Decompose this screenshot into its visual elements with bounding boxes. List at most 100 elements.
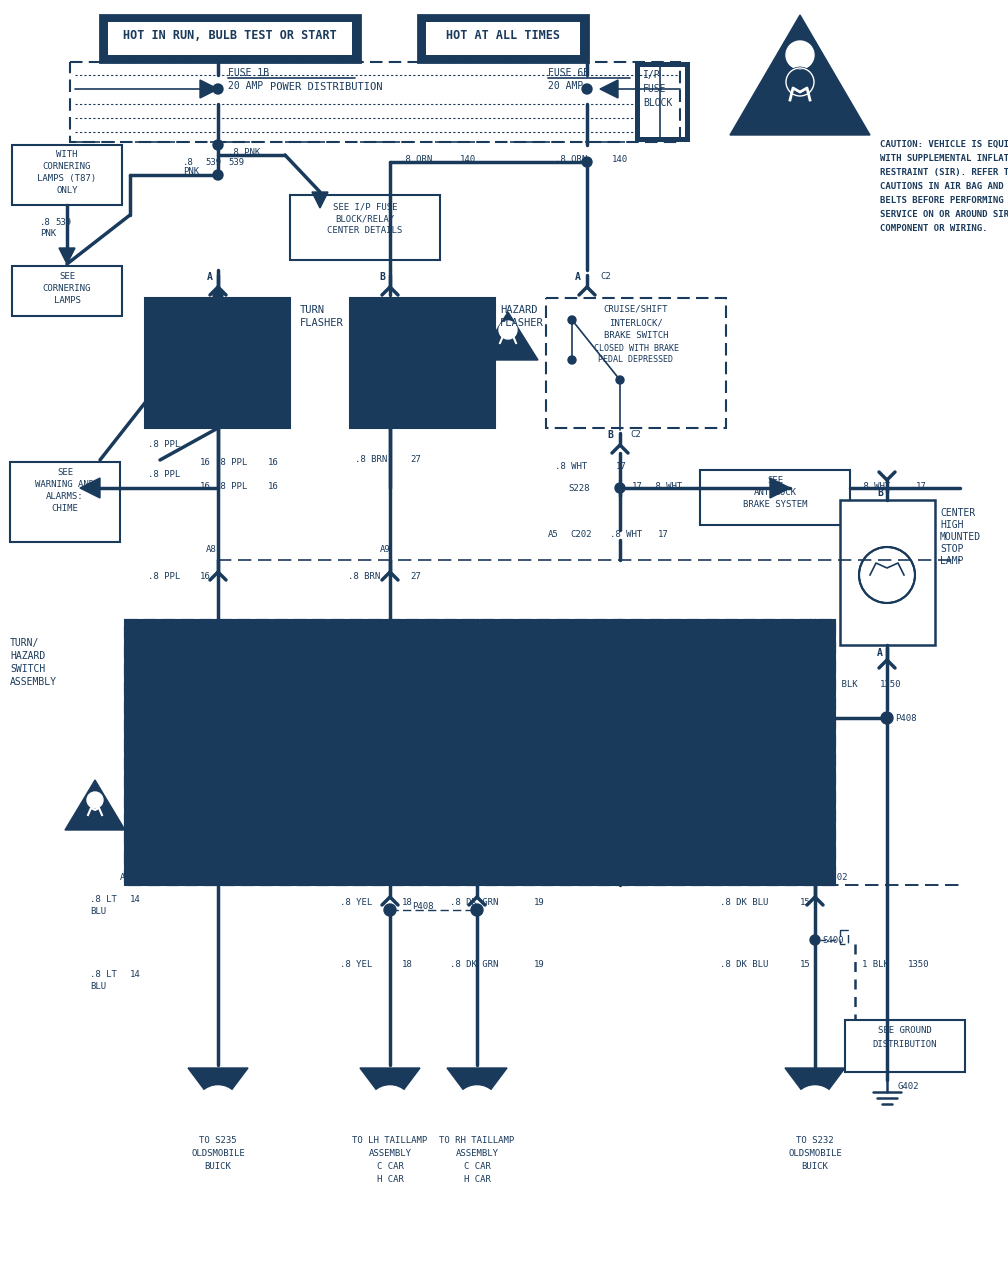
Text: H CAR: H CAR	[377, 1176, 403, 1185]
Circle shape	[417, 346, 423, 353]
Circle shape	[811, 651, 818, 659]
Text: BUICK: BUICK	[801, 1161, 829, 1170]
Text: P408: P408	[412, 903, 433, 912]
Text: 15: 15	[800, 897, 810, 906]
Text: 18: 18	[402, 897, 412, 906]
Text: OLDSMOBILE: OLDSMOBILE	[788, 1149, 842, 1158]
Text: 16: 16	[200, 482, 211, 491]
Text: A8: A8	[206, 545, 217, 554]
Text: TO LH TAILLAMP: TO LH TAILLAMP	[353, 1136, 427, 1145]
Circle shape	[811, 651, 818, 659]
Circle shape	[368, 1086, 412, 1129]
Text: BLOCK: BLOCK	[643, 97, 672, 108]
Bar	[840, 500, 935, 645]
Text: 539: 539	[228, 158, 244, 167]
Text: SEE GROUND: SEE GROUND	[878, 1026, 931, 1035]
Polygon shape	[600, 79, 618, 97]
Bar	[845, 1020, 965, 1072]
Text: A11: A11	[120, 873, 136, 882]
Polygon shape	[540, 835, 552, 846]
Text: TO S232: TO S232	[796, 1136, 834, 1145]
Bar	[100, 15, 360, 62]
Bar	[125, 620, 835, 885]
Bar	[145, 297, 290, 428]
Text: .8 DK BLU: .8 DK BLU	[720, 897, 768, 906]
Circle shape	[221, 368, 227, 374]
Circle shape	[214, 796, 222, 804]
Circle shape	[213, 140, 223, 150]
Text: 16: 16	[268, 482, 279, 491]
Circle shape	[499, 320, 517, 338]
Text: B: B	[607, 429, 613, 440]
Text: 17: 17	[616, 462, 627, 470]
Text: C2: C2	[630, 429, 641, 438]
Circle shape	[616, 376, 624, 385]
Circle shape	[616, 796, 624, 804]
Text: D: D	[212, 1100, 225, 1120]
Circle shape	[473, 796, 481, 804]
Circle shape	[386, 651, 394, 659]
Circle shape	[214, 756, 222, 764]
Text: 16: 16	[268, 458, 279, 467]
Text: TURN: TURN	[512, 829, 533, 838]
Circle shape	[471, 904, 483, 917]
Text: B: B	[877, 488, 883, 497]
Text: FLASHER: FLASHER	[300, 318, 344, 328]
Text: .35 BLK: .35 BLK	[820, 679, 858, 688]
Text: 15: 15	[800, 960, 810, 969]
Circle shape	[455, 1086, 499, 1129]
Bar	[145, 297, 290, 428]
Polygon shape	[188, 1068, 248, 1108]
Circle shape	[615, 483, 625, 494]
Circle shape	[417, 365, 423, 372]
Text: A6: A6	[468, 873, 479, 882]
Text: .8 PPL: .8 PPL	[215, 482, 247, 491]
Circle shape	[384, 904, 396, 917]
Bar	[546, 297, 726, 428]
Text: MOUNTED: MOUNTED	[940, 532, 981, 542]
Bar	[70, 62, 680, 142]
Circle shape	[811, 706, 818, 714]
Text: C202: C202	[826, 873, 848, 882]
Text: .8 BRN: .8 BRN	[355, 455, 387, 464]
Text: ALARMS:: ALARMS:	[46, 492, 84, 501]
Circle shape	[793, 1086, 837, 1129]
Text: .8 LT: .8 LT	[90, 895, 117, 904]
Text: .8 BRN: .8 BRN	[348, 572, 380, 581]
Text: .8 WHT: .8 WHT	[650, 482, 682, 491]
Circle shape	[386, 756, 394, 764]
Text: SEE I/P FUSE: SEE I/P FUSE	[333, 203, 397, 212]
Text: BLOCK/RELAY: BLOCK/RELAY	[336, 214, 394, 223]
Bar	[10, 462, 120, 542]
Circle shape	[213, 365, 219, 372]
Text: .8 WHT: .8 WHT	[610, 529, 642, 538]
Text: .8 YEL: .8 YEL	[340, 960, 372, 969]
Circle shape	[616, 651, 624, 659]
Bar	[418, 15, 588, 62]
Text: TURN: TURN	[258, 829, 279, 838]
Text: BUICK: BUICK	[205, 1161, 232, 1170]
Text: .8 LT: .8 LT	[90, 970, 117, 979]
Text: RESTRAINT (SIR). REFER TO: RESTRAINT (SIR). REFER TO	[880, 168, 1008, 177]
Bar	[635, 62, 690, 142]
Bar	[125, 620, 835, 885]
Bar	[12, 145, 122, 205]
Text: A7: A7	[378, 873, 389, 882]
Text: C CAR: C CAR	[464, 1161, 491, 1170]
Bar	[125, 620, 835, 885]
Bar	[108, 22, 352, 55]
Text: A: A	[575, 272, 581, 282]
Text: FLASHER: FLASHER	[500, 318, 543, 328]
Text: BLU: BLU	[90, 906, 106, 917]
Bar	[640, 67, 685, 137]
Text: HAZARD: HAZARD	[500, 305, 537, 315]
Text: B: B	[383, 1100, 397, 1120]
Text: 14: 14	[130, 895, 141, 904]
Bar	[125, 620, 835, 885]
Text: SEE: SEE	[58, 272, 75, 281]
Text: CAUTION: VEHICLE IS EQUIPPED: CAUTION: VEHICLE IS EQUIPPED	[880, 140, 1008, 149]
Text: CENTER DETAILS: CENTER DETAILS	[328, 226, 402, 235]
Text: 19: 19	[534, 960, 544, 969]
Circle shape	[196, 1086, 240, 1129]
Text: 140: 140	[460, 155, 476, 164]
